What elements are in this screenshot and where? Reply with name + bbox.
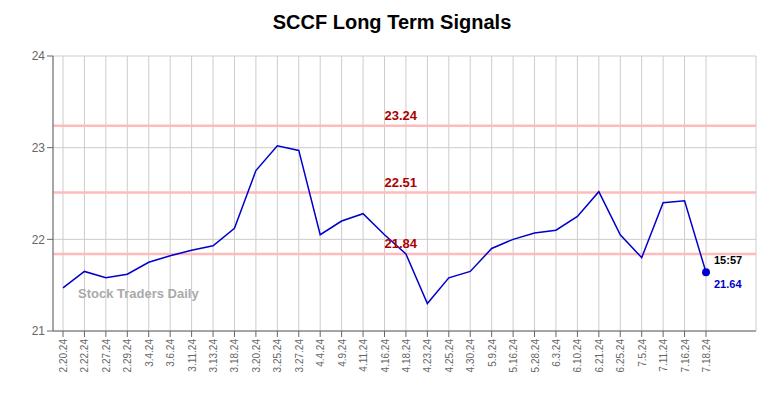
- svg-text:4.9.24: 4.9.24: [337, 339, 348, 367]
- svg-text:21.64: 21.64: [714, 278, 742, 290]
- svg-text:4.16.24: 4.16.24: [380, 339, 391, 373]
- svg-text:4.18.24: 4.18.24: [401, 339, 412, 373]
- svg-text:21.84: 21.84: [385, 236, 418, 251]
- svg-text:4.4.24: 4.4.24: [315, 339, 326, 367]
- svg-text:7.5.24: 7.5.24: [637, 339, 648, 367]
- svg-text:4.25.24: 4.25.24: [444, 339, 455, 373]
- svg-text:7.18.24: 7.18.24: [701, 339, 712, 373]
- svg-text:4.30.24: 4.30.24: [465, 339, 476, 373]
- svg-text:3.11.24: 3.11.24: [187, 339, 198, 372]
- svg-text:4.23.24: 4.23.24: [422, 339, 433, 373]
- svg-text:7.11.24: 7.11.24: [658, 339, 669, 372]
- svg-text:5.28.24: 5.28.24: [530, 339, 541, 373]
- svg-text:3.25.24: 3.25.24: [272, 339, 283, 373]
- html-text:SCCF Long Term Signals: SCCF Long Term Signals: [272, 11, 512, 33]
- svg-text:23.24: 23.24: [385, 108, 418, 123]
- svg-text:5.16.24: 5.16.24: [508, 339, 519, 373]
- svg-text:4.11.24: 4.11.24: [358, 339, 369, 372]
- svg-text:2.22.24: 2.22.24: [79, 339, 90, 373]
- svg-text:3.13.24: 3.13.24: [208, 339, 219, 373]
- html-text:Stock Traders Daily: Stock Traders Daily: [78, 286, 199, 301]
- svg-text:23: 23: [32, 141, 46, 155]
- svg-text:6.25.24: 6.25.24: [615, 339, 626, 373]
- svg-text:2.27.24: 2.27.24: [101, 339, 112, 373]
- svg-text:2.20.24: 2.20.24: [58, 339, 69, 373]
- svg-text:21: 21: [32, 324, 46, 338]
- svg-text:22: 22: [32, 233, 46, 247]
- svg-text:5.9.24: 5.9.24: [487, 339, 498, 367]
- svg-text:6.21.24: 6.21.24: [594, 339, 605, 373]
- svg-text:22.51: 22.51: [385, 175, 418, 190]
- svg-text:6.3.24: 6.3.24: [551, 339, 562, 367]
- svg-text:3.27.24: 3.27.24: [294, 339, 305, 373]
- svg-text:6.10.24: 6.10.24: [572, 339, 583, 373]
- svg-text:24: 24: [32, 49, 46, 63]
- svg-text:3.18.24: 3.18.24: [229, 339, 240, 373]
- svg-text:3.4.24: 3.4.24: [144, 339, 155, 367]
- svg-text:3.6.24: 3.6.24: [165, 339, 176, 367]
- svg-text:2.29.24: 2.29.24: [122, 339, 133, 373]
- svg-text:15:57: 15:57: [714, 254, 742, 266]
- svg-text:7.16.24: 7.16.24: [680, 339, 691, 373]
- svg-text:3.20.24: 3.20.24: [251, 339, 262, 373]
